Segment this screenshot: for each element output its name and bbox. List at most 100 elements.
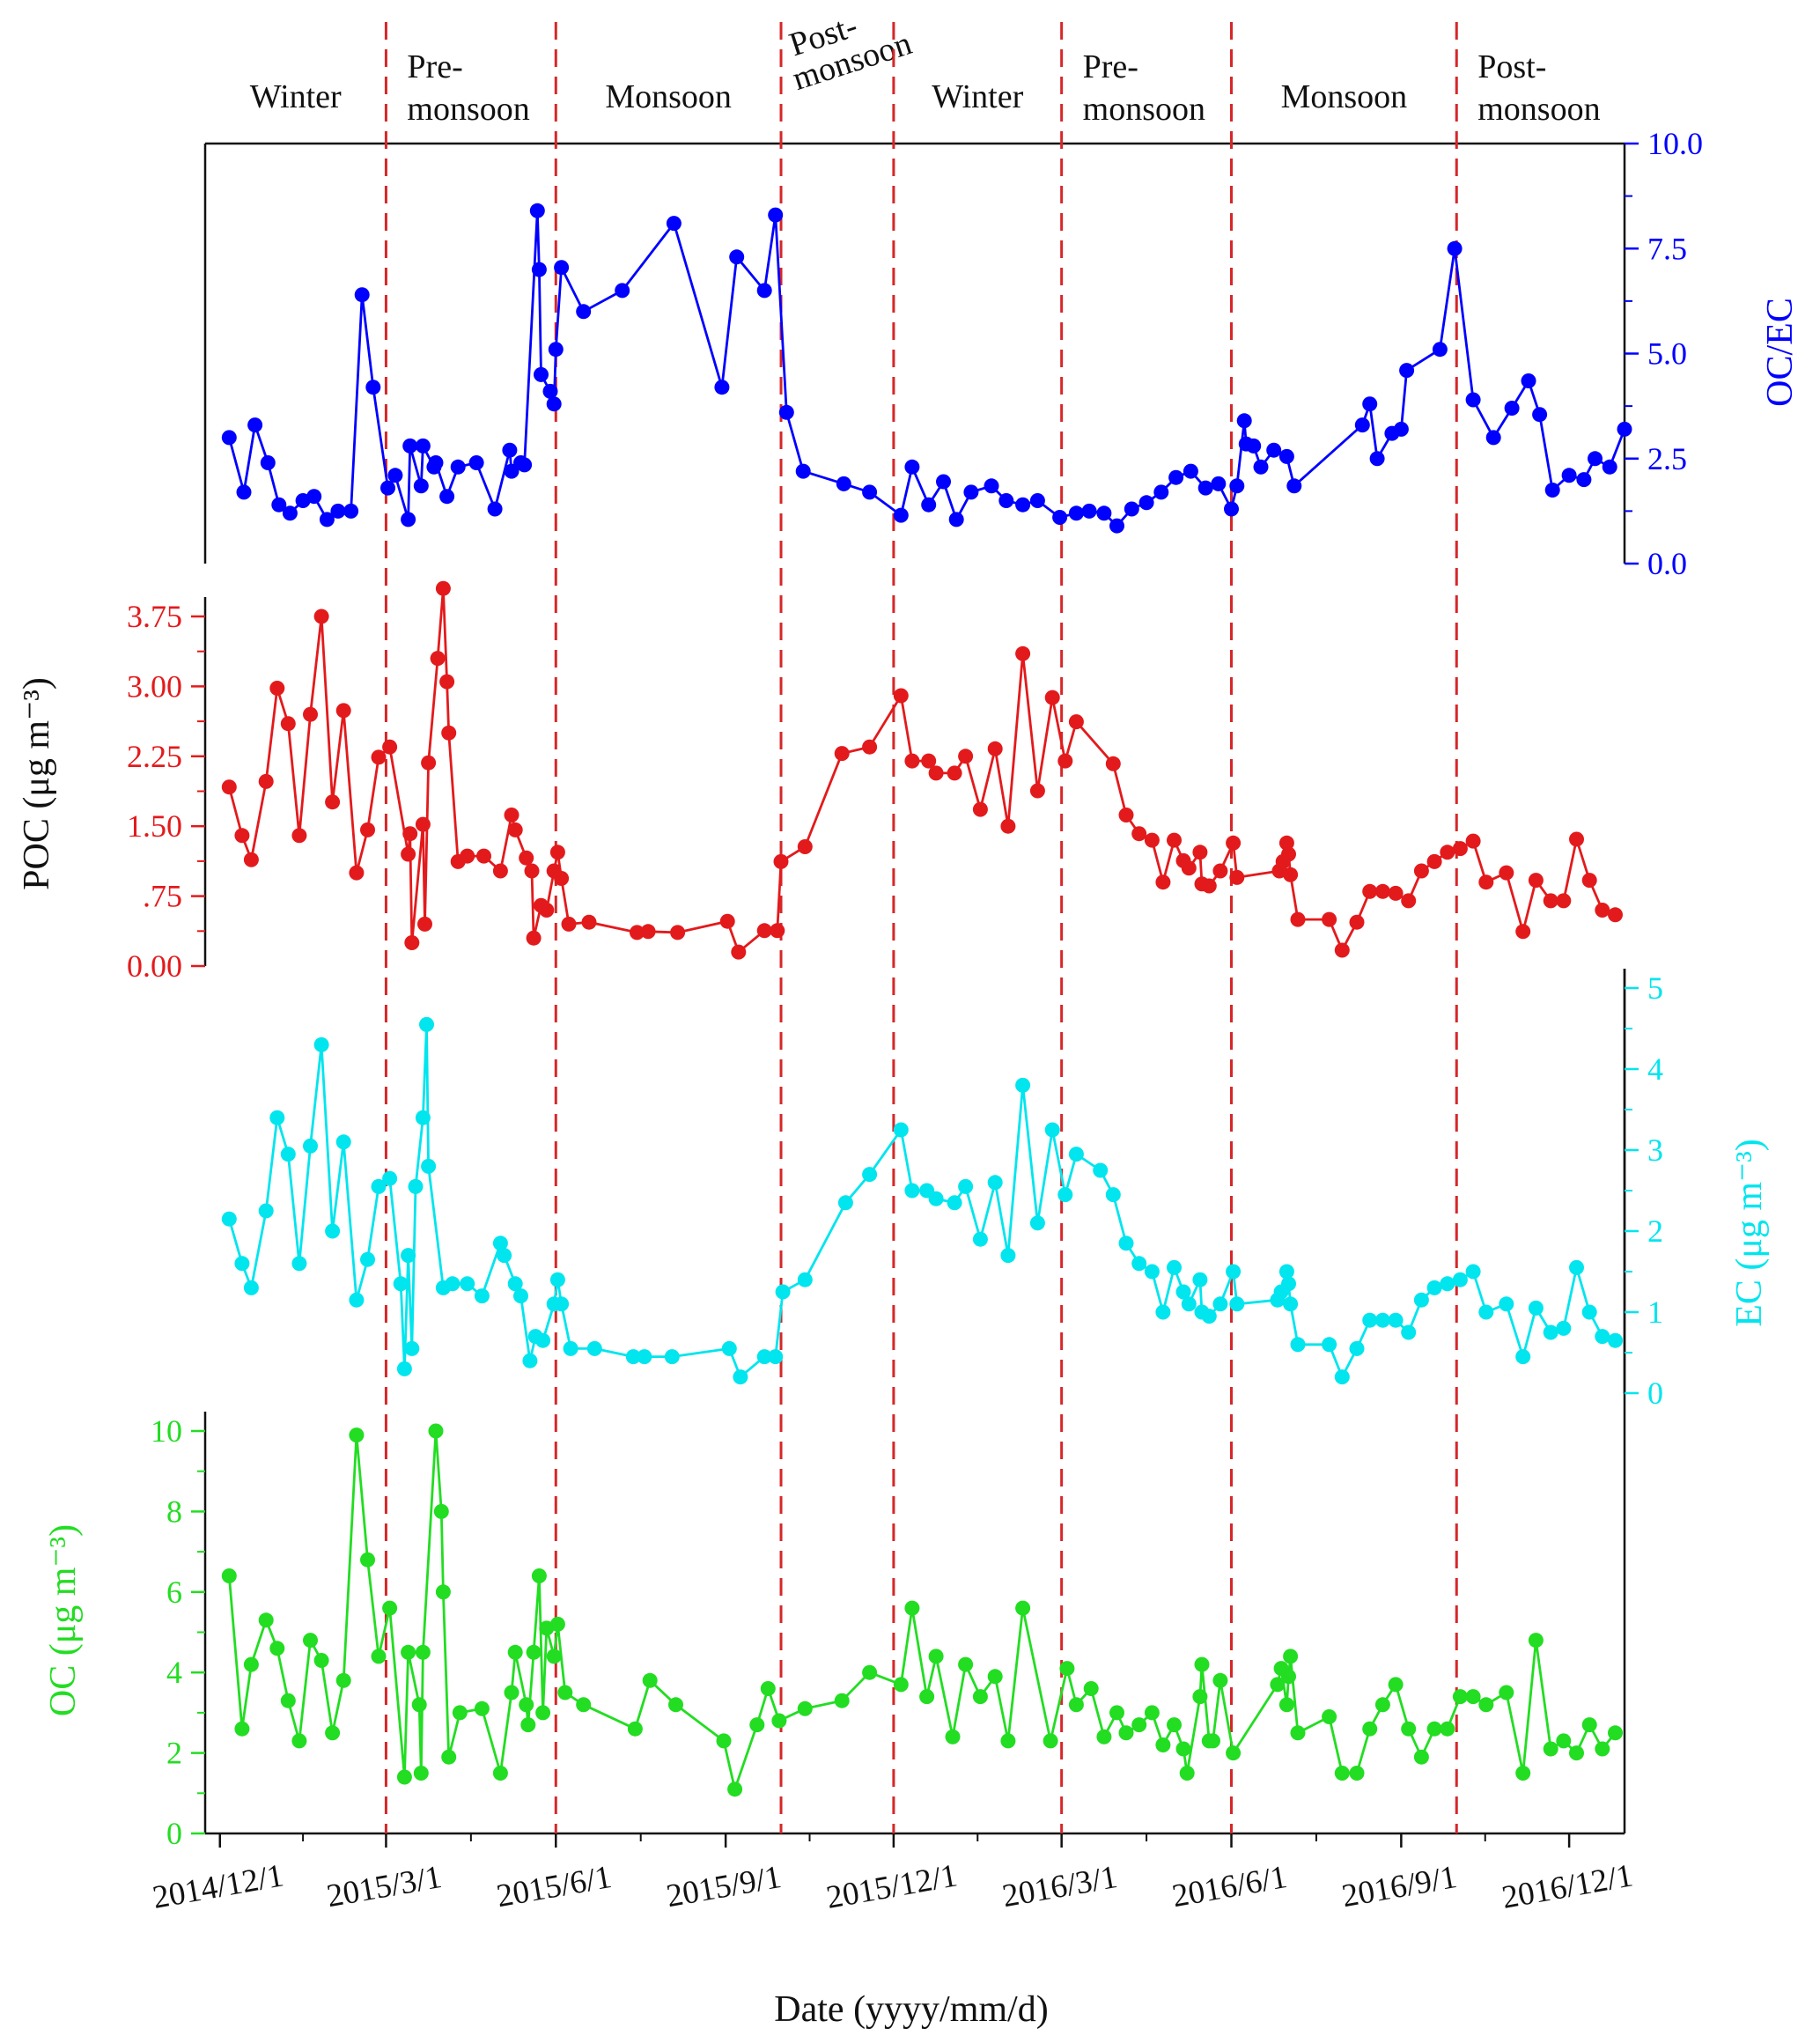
oc-point [760,1681,776,1696]
ec-point [1569,1259,1584,1275]
ec-point [303,1138,318,1154]
x-axis-title: Date (yyyy/mm/d) [774,1989,1048,2030]
ec-axis-title: EC (μg m⁻³) [1729,1139,1770,1327]
poc-point [460,848,475,864]
ec-point [625,1349,641,1365]
poc-point [1229,869,1245,885]
ec-point [313,1036,329,1052]
oc-ec-point [1229,478,1245,494]
ec-point [382,1170,398,1186]
oc-point [549,1616,565,1632]
oc-point [258,1612,274,1628]
oc-ec-point [236,484,252,500]
poc-point [1334,942,1350,958]
poc-point [243,852,259,867]
oc-point [1440,1721,1455,1737]
oc-ec-point [1602,459,1617,475]
oc-ec-point [666,216,682,232]
ec-tick-label: 4 [1647,1051,1663,1087]
oc-ec-point [330,503,346,519]
oc-point [1499,1685,1514,1700]
ec-point [1029,1215,1045,1231]
oc-ec-point [1253,459,1269,475]
oc-ec-point [1561,468,1577,483]
ec-point [797,1272,813,1287]
ec-point [1401,1324,1417,1340]
poc-point [756,923,772,939]
oc-ec-point [531,262,547,277]
oc-point [1155,1737,1171,1752]
oc-point [1144,1705,1160,1721]
oc-point [1083,1681,1099,1696]
poc-point [313,609,329,624]
poc-point [507,822,523,837]
ec-point [1281,1276,1296,1292]
series-poc: 0.00 .75 1.50 2.25 3.00 3.75 POC (μg m⁻³) [17,580,1623,984]
oc-point [396,1769,412,1785]
oc-ec-point [778,404,794,420]
x-tick-label: 2015/3/1 [324,1859,445,1914]
ec-point [1000,1248,1016,1264]
poc-point [773,853,789,869]
x-tick-label: 2015/9/1 [664,1859,785,1914]
poc-point [1144,832,1160,848]
oc-ec-point [1183,463,1198,479]
poc-point [1478,874,1494,890]
ec-tick-label: 5 [1647,970,1663,1006]
poc-point [1281,846,1296,862]
poc-point [417,916,432,932]
ec-point [1528,1300,1544,1316]
oc-ec-point [1109,518,1124,534]
poc-tick-label: 3.00 [127,668,182,704]
ec-point [1413,1292,1429,1308]
ec-point [415,1110,431,1125]
season-label: Post- [1477,48,1546,85]
poc-point [1515,924,1531,940]
oc-ec-point [1197,480,1213,496]
oc-point [1528,1633,1544,1649]
oc-ec-line [227,209,1626,527]
ec-point [1499,1296,1514,1312]
poc-point [862,739,878,755]
oc-ec-point [768,207,784,223]
poc-point [719,913,735,929]
ec-point [396,1361,412,1376]
oc-ec-point [576,304,592,320]
oc-ec-point [1544,483,1560,498]
ec-point [507,1276,523,1292]
oc-ec-point [998,493,1014,508]
ec-point [408,1178,424,1194]
poc-point [504,808,519,823]
oc-ec-point [1278,448,1294,464]
ec-tick-label: 2 [1647,1213,1663,1249]
oc-point [1401,1721,1417,1737]
ec-point [474,1288,490,1304]
ec-point [234,1256,250,1272]
oc-point [1212,1672,1228,1688]
oc-point [1543,1741,1558,1757]
oc-ec-point [221,430,237,446]
oc-ec-point [948,512,964,527]
oc-ec-point [387,468,403,483]
oc-point [1349,1766,1365,1781]
ec-point [1388,1312,1404,1328]
x-tick-label: 2014/12/1 [150,1857,286,1915]
ec-point [513,1288,528,1304]
oc-point [1096,1729,1112,1745]
oc-tick-label: 10 [151,1413,182,1449]
oc-point [234,1721,250,1737]
poc-point [1290,911,1306,927]
poc-point [1322,911,1337,927]
series-oc: 0 2 4 6 8 10 OC (μg m⁻³) [43,1412,1623,1851]
ec-line [227,1023,1616,1378]
oc-axis-title: OC (μg m⁻³) [43,1524,84,1716]
poc-point [1105,756,1121,771]
poc-point [371,749,387,765]
oc-ec-point [1532,407,1548,423]
ec-point [972,1231,988,1247]
oc-point [411,1697,427,1713]
oc-point [474,1700,490,1716]
oc-ec-point [1266,442,1282,458]
poc-point [524,863,540,879]
ec-point [349,1292,365,1308]
